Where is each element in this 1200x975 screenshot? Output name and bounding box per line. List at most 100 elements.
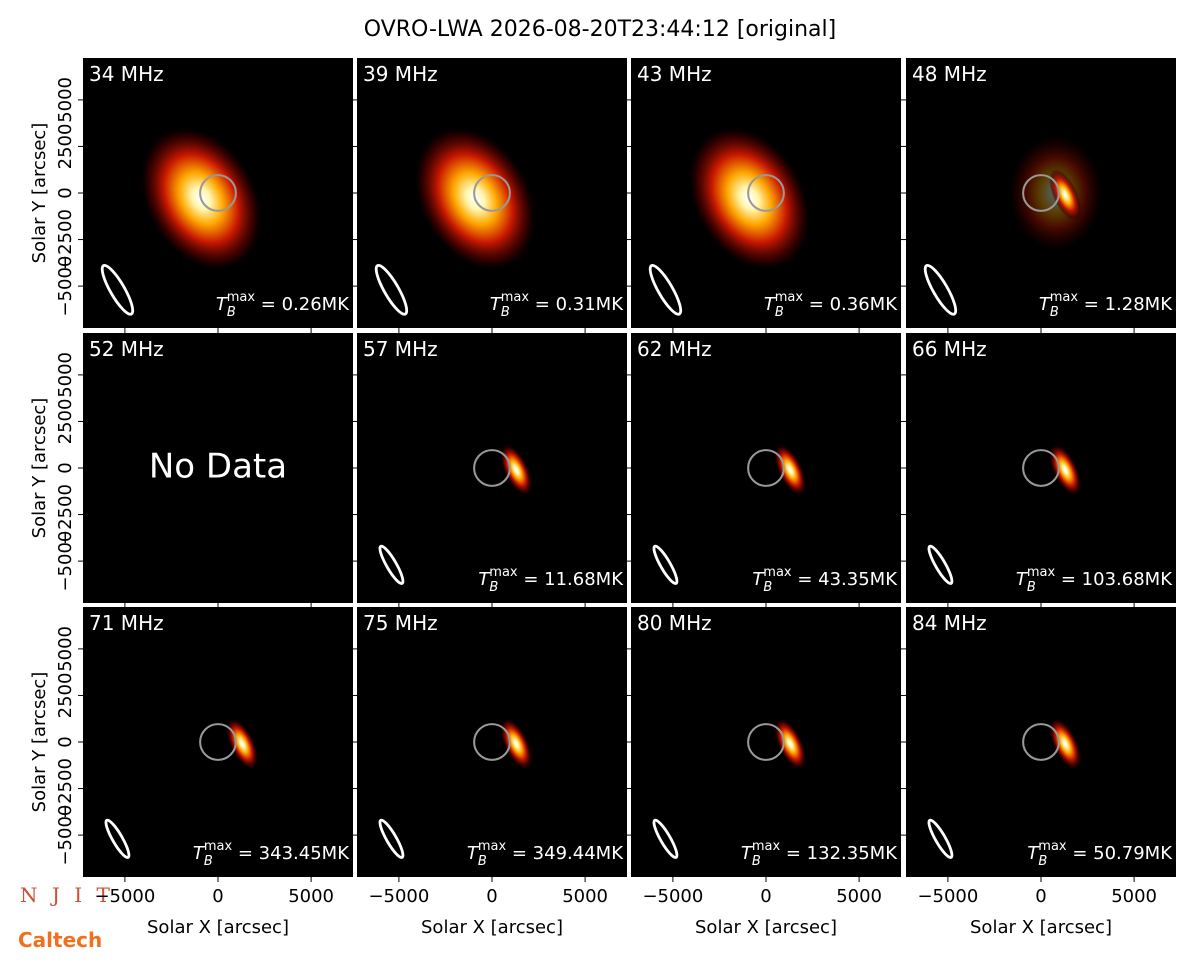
x-tick-label: 5000 [836,886,882,907]
annotation-text: = 0.31MK [529,294,624,315]
background [83,607,353,877]
image-panel [906,607,1176,877]
x-tick-label: 0 [760,886,771,907]
logo: N J I T [20,883,114,907]
background [357,607,627,877]
y-tick-label: 5000 [55,77,76,123]
x-tick-label: −5000 [94,886,155,907]
logo: Caltech [18,928,102,952]
y-tick-label: 5000 [55,626,76,672]
sun-disk [473,174,511,212]
annotation-text: = 43.35MK [792,569,899,590]
annotation-text: = 132.35MK [780,843,898,864]
background [83,333,353,603]
annotation-sup: max [1050,290,1079,305]
panel-title: 39 MHz [363,62,438,86]
annotation-base: T [478,569,491,590]
annotation: TBmax = 50.79MK [1027,839,1173,869]
x-axis-label: Solar X [arcsec] [147,917,289,938]
beam [100,263,135,316]
annotation-sub: B [1038,854,1047,869]
panel-title: 34 MHz [89,62,164,86]
beam [648,263,683,316]
annotation-text: = 11.68MK [518,569,625,590]
y-tick-label: −2500 [55,484,76,545]
annotation-text: = 349.44MK [506,843,624,864]
annotation: TBmax = 43.35MK [752,565,898,595]
beam [104,818,131,859]
annotation-text: = 343.45MK [232,843,350,864]
annotation-sub: B [501,305,510,320]
annotation-sub: B [478,854,487,869]
image-panel [631,58,901,328]
annotation-base: T [467,843,480,864]
y-tick-label: 2500 [55,673,76,719]
annotation: TBmax = 132.35MK [741,839,898,869]
annotation-base: T [1039,294,1052,315]
panel-title: 57 MHz [363,337,438,361]
panel-title: 48 MHz [912,62,987,86]
emission [500,444,533,496]
emission [500,718,533,770]
annotation-sub: B [763,580,772,595]
sun-disk [1022,723,1060,761]
sun-disk [1022,449,1060,487]
x-tick-label: 5000 [288,886,334,907]
annotation-sup: max [489,565,518,580]
x-axis-label: Solar X [arcsec] [970,917,1112,938]
annotation-base: T [764,294,777,315]
emission [226,718,259,770]
annotation-base: T [490,294,503,315]
image-panel [357,607,627,877]
y-tick-label: −5000 [55,531,76,592]
annotation-base: T [216,294,229,315]
emission [1049,169,1082,221]
y-tick-label: −2500 [55,209,76,270]
y-tick-label: −5000 [55,805,76,866]
beam [927,544,954,585]
y-tick-label: −5000 [55,256,76,317]
annotation: TBmax = 0.26MK [216,290,350,320]
y-tick-label: −2500 [55,758,76,819]
x-tick-label: 0 [1035,886,1046,907]
annotation: TBmax = 11.68MK [478,565,624,595]
image-panel [357,333,627,603]
annotation-sup: max [752,839,781,854]
y-tick-label: 0 [55,187,76,198]
annotation-base: T [752,569,765,590]
annotation: TBmax = 0.31MK [490,290,624,320]
message: No Data [149,447,287,487]
image-panel [631,333,901,603]
x-axis-label: Solar X [arcsec] [421,917,563,938]
annotation: TBmax = 1.28MK [1039,290,1173,320]
y-tick-label: 2500 [55,124,76,170]
sun-disk [747,449,785,487]
annotation-sup: max [501,290,530,305]
x-tick-label: 0 [212,886,223,907]
x-tick-label: −5000 [368,886,429,907]
x-axis-label: Solar X [arcsec] [695,917,837,938]
annotation-sub: B [227,305,236,320]
annotation-base: T [1016,569,1029,590]
emission [1049,444,1082,496]
image-panel [83,58,353,328]
beam [374,263,409,316]
y-axis-label: Solar Y [arcsec] [29,398,50,539]
annotation-text: = 0.26MK [255,294,350,315]
background [906,333,1176,603]
annotation-sup: max [478,839,507,854]
beam [652,818,679,859]
background [631,607,901,877]
panel-title: 80 MHz [637,611,712,635]
emission [1049,718,1082,770]
panel-title: 66 MHz [912,337,987,361]
x-tick-label: 5000 [562,886,608,907]
sun-disk [199,174,237,212]
annotation-sup: max [1038,839,1067,854]
annotation-sub: B [775,305,784,320]
panel-title: 71 MHz [89,611,164,635]
sun-disk [1022,174,1060,212]
x-tick-label: 0 [486,886,497,907]
sun-disk [199,723,237,761]
